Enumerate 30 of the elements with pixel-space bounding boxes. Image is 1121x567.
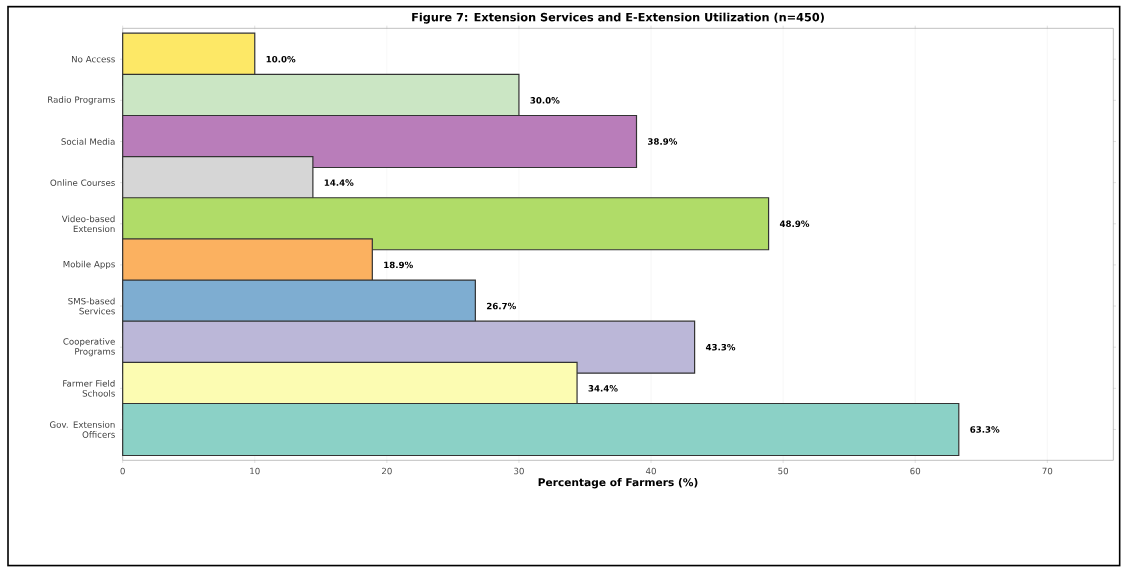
chart-title: Figure 7: Extension Services and E-Extension Utilization (n=450)	[412, 12, 824, 24]
x-tick-label: 50	[778, 467, 789, 475]
data-label: 10.0%	[266, 55, 296, 63]
data-label: 34.4%	[588, 385, 618, 392]
data-label: 26.7%	[486, 302, 516, 310]
y-tick-label: Gov. Extension Officers	[49, 421, 115, 438]
x-tick-label: 20	[381, 467, 392, 475]
y-tick-label: Radio Programs	[48, 96, 115, 105]
data-label: 43.3%	[705, 343, 736, 351]
y-tick-label: No Access	[71, 55, 115, 63]
y-tick-label: Video-based Extension	[61, 215, 115, 233]
x-tick-label: 60	[910, 467, 921, 475]
x-tick-label: 0	[120, 467, 125, 475]
data-label: 38.9%	[648, 138, 678, 145]
x-tick-label: 30	[514, 467, 524, 475]
data-label: 48.9%	[779, 220, 810, 228]
y-tick-label: Online Courses	[50, 179, 115, 186]
y-tick-label: Social Media	[61, 138, 115, 145]
data-label: 63.3%	[970, 426, 1000, 433]
y-tick-label: Mobile Apps	[63, 260, 115, 270]
x-axis-title: Percentage of Farmers (%)	[538, 478, 698, 489]
data-label: 18.9%	[384, 261, 413, 269]
x-tick-label: 70	[1042, 467, 1053, 475]
data-label: 14.4%	[324, 179, 354, 186]
y-tick-label: Cooperative Programs	[63, 338, 115, 357]
y-tick-label: Farmer Field Schools	[63, 380, 115, 397]
x-tick-label: 40	[645, 467, 656, 475]
x-tick-label: 10	[250, 467, 260, 475]
data-label: 30.0%	[530, 97, 560, 104]
y-tick-label: SMS-based Services	[68, 297, 115, 315]
